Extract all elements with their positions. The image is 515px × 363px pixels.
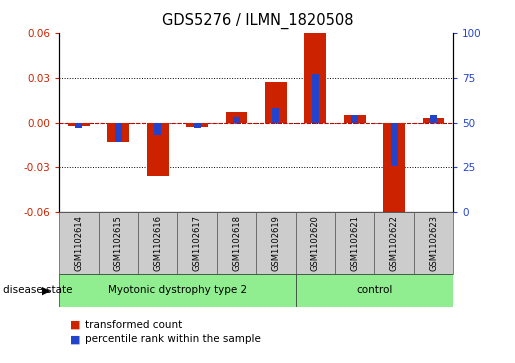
Bar bbox=[312, 74, 319, 123]
Bar bbox=[296, 274, 453, 307]
Bar bbox=[177, 212, 217, 274]
Text: ▶: ▶ bbox=[42, 285, 50, 295]
Bar bbox=[256, 212, 296, 274]
Bar bbox=[108, 123, 129, 142]
Text: GSM1102620: GSM1102620 bbox=[311, 215, 320, 271]
Text: Myotonic dystrophy type 2: Myotonic dystrophy type 2 bbox=[108, 285, 247, 295]
Bar bbox=[226, 112, 247, 123]
Text: transformed count: transformed count bbox=[85, 320, 182, 330]
Bar bbox=[194, 123, 201, 128]
Bar bbox=[75, 123, 82, 128]
Bar bbox=[59, 212, 99, 274]
Bar bbox=[186, 123, 208, 127]
Bar bbox=[115, 123, 122, 142]
Text: GSM1102617: GSM1102617 bbox=[193, 215, 201, 271]
Text: ■: ■ bbox=[70, 334, 80, 344]
Bar bbox=[351, 115, 358, 123]
Bar bbox=[99, 212, 138, 274]
Bar bbox=[344, 115, 366, 123]
Text: disease state: disease state bbox=[3, 285, 72, 295]
Bar bbox=[68, 123, 90, 126]
Bar bbox=[304, 30, 326, 123]
Bar bbox=[154, 123, 161, 135]
Bar bbox=[374, 212, 414, 274]
Bar bbox=[59, 274, 296, 307]
Text: GSM1102623: GSM1102623 bbox=[429, 215, 438, 271]
Bar bbox=[296, 212, 335, 274]
Text: GSM1102622: GSM1102622 bbox=[390, 215, 399, 271]
Bar bbox=[383, 123, 405, 220]
Bar bbox=[272, 108, 280, 123]
Text: GSM1102621: GSM1102621 bbox=[350, 215, 359, 271]
Text: control: control bbox=[356, 285, 392, 295]
Bar bbox=[390, 123, 398, 166]
Text: GSM1102619: GSM1102619 bbox=[271, 215, 280, 271]
Text: percentile rank within the sample: percentile rank within the sample bbox=[85, 334, 261, 344]
Text: GDS5276 / ILMN_1820508: GDS5276 / ILMN_1820508 bbox=[162, 13, 353, 29]
Text: GSM1102614: GSM1102614 bbox=[75, 215, 83, 271]
Bar bbox=[138, 212, 177, 274]
Bar bbox=[217, 212, 256, 274]
Text: ■: ■ bbox=[70, 320, 80, 330]
Bar bbox=[335, 212, 374, 274]
Text: GSM1102618: GSM1102618 bbox=[232, 215, 241, 271]
Text: GSM1102616: GSM1102616 bbox=[153, 215, 162, 271]
Bar bbox=[430, 115, 437, 123]
Bar bbox=[233, 117, 240, 123]
Bar bbox=[423, 118, 444, 123]
Text: GSM1102615: GSM1102615 bbox=[114, 215, 123, 271]
Bar bbox=[147, 123, 168, 176]
Bar bbox=[414, 212, 453, 274]
Bar bbox=[265, 82, 287, 123]
